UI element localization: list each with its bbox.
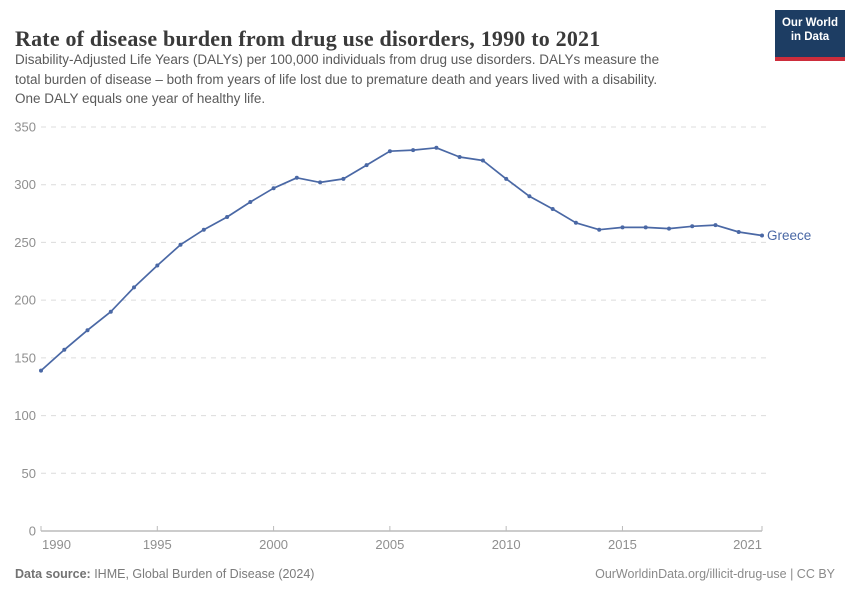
data-source-label: Data source: — [15, 567, 91, 581]
x-axis-tick-label: 2015 — [608, 537, 637, 552]
data-point-marker — [736, 230, 741, 234]
subtitle-line: total burden of disease – both from year… — [15, 71, 658, 87]
series-end-label: Greece — [767, 228, 811, 243]
data-point-marker — [39, 368, 43, 373]
data-point-marker — [108, 309, 113, 314]
owid-logo: Our World in Data — [775, 10, 845, 61]
subtitle-line: One DALY equals one year of healthy life… — [15, 91, 266, 106]
y-axis-tick-label: 150 — [14, 350, 36, 365]
data-point-marker — [387, 149, 392, 154]
data-point-marker — [62, 347, 67, 352]
data-point-marker — [550, 207, 555, 211]
y-axis-tick-label: 350 — [14, 120, 36, 135]
y-axis-tick-label: 100 — [14, 408, 36, 423]
x-axis-tick-label: 2005 — [375, 537, 404, 552]
x-axis-tick-label: 2021 — [733, 537, 762, 552]
data-point-marker — [480, 158, 485, 163]
x-axis-tick-label: 2000 — [259, 537, 288, 552]
subtitle-line: Disability-Adjusted Life Years (DALYs) p… — [15, 52, 660, 67]
page-title: Rate of disease burden from drug use dis… — [15, 25, 601, 51]
attribution-note: OurWorldinData.org/illicit-drug-use | CC… — [595, 567, 835, 581]
data-point-marker — [411, 148, 416, 153]
data-point-marker — [760, 233, 764, 238]
x-axis-tick-label: 1990 — [42, 537, 71, 552]
y-axis-tick-label: 300 — [14, 177, 36, 192]
owid-logo-line2: in Data — [790, 31, 830, 43]
data-point-marker — [178, 242, 183, 247]
data-point-marker — [457, 155, 462, 159]
x-axis-tick-label: 1995 — [143, 537, 172, 552]
data-source-note: Data source: IHME, Global Burden of Dise… — [15, 567, 314, 581]
y-axis-tick-label: 250 — [14, 235, 36, 250]
data-point-marker — [620, 225, 625, 230]
x-axis-tick-label: 2010 — [492, 537, 521, 552]
chart-subtitle: Disability-Adjusted Life Years (DALYs) p… — [15, 50, 760, 109]
data-point-marker — [294, 175, 299, 180]
data-point-marker — [248, 200, 253, 204]
data-point-marker — [504, 176, 509, 181]
data-point-marker — [573, 220, 578, 225]
series-line — [40, 146, 763, 372]
data-point-marker — [690, 224, 695, 229]
data-point-marker — [667, 226, 671, 231]
y-axis-tick-label: 50 — [22, 466, 36, 481]
data-point-marker — [85, 328, 90, 333]
data-point-marker — [434, 145, 439, 150]
data-point-marker — [364, 163, 369, 168]
data-point-marker — [341, 176, 346, 181]
data-point-marker — [597, 227, 602, 232]
data-point-marker — [132, 285, 136, 290]
y-axis-tick-label: 0 — [29, 524, 36, 539]
data-point-marker — [527, 194, 532, 199]
data-source-value: IHME, Global Burden of Disease (2024) — [90, 567, 315, 581]
data-point-marker — [155, 263, 160, 268]
data-point-marker — [643, 225, 648, 230]
data-point-marker — [201, 227, 206, 232]
y-axis-tick-label: 200 — [14, 293, 36, 308]
data-point-marker — [318, 180, 323, 185]
data-point-marker — [713, 223, 718, 228]
data-point-marker — [225, 215, 230, 219]
data-point-marker — [271, 186, 276, 191]
owid-logo-line1: Our World — [781, 17, 838, 29]
